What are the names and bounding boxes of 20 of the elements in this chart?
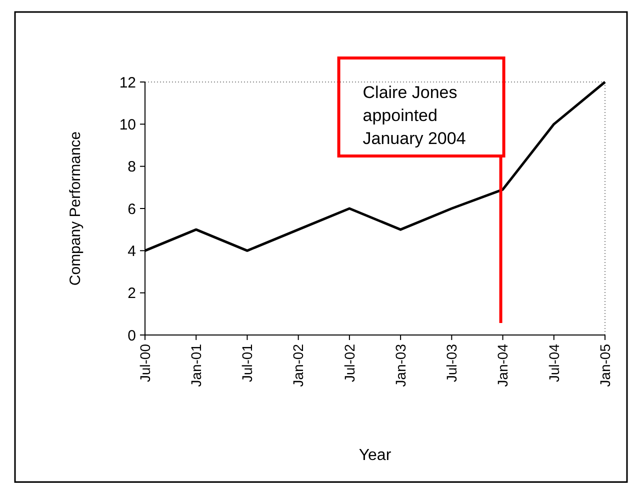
x-tick-label: Jan-05 [596,344,613,387]
y-tick-label: 2 [128,285,136,302]
x-tick-label: Jul-02 [341,344,358,382]
ref-line-label: Claire Jones appointed January 2004 [362,83,466,148]
y-tick-label: 0 [128,327,136,344]
x-tick-label: Jul-01 [239,344,256,382]
y-tick-label: 12 [119,74,136,92]
y-tick-label: 4 [128,242,136,260]
x-tick-label: Jan-01 [188,344,204,387]
x-tick-label: Jul-00 [136,344,153,382]
x-tick-label: Jan-02 [290,344,306,387]
y-tick-label: 6 [128,200,136,218]
y-tick-label: 8 [128,158,136,176]
x-tick-label: Jan-04 [494,344,511,387]
y-axis-title: Company Performance [67,131,84,286]
x-tick-label: Jul-04 [546,344,562,382]
x-tick-label: Jul-03 [444,344,460,382]
x-axis-title: Year [358,447,392,464]
y-tick-label: 10 [119,116,136,134]
x-tick-label: Jan-03 [392,344,408,387]
